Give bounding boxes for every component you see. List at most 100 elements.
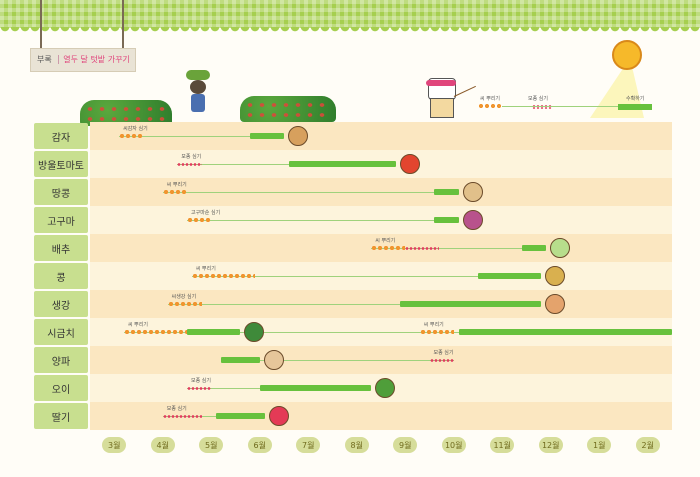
sowing-period bbox=[123, 330, 187, 334]
period-note: 씨 뿌리기 bbox=[423, 322, 444, 328]
scarecrow-teacher-illustration bbox=[426, 78, 476, 122]
crop-label: 시금치 bbox=[34, 319, 88, 345]
period-note: 모종 심기 bbox=[166, 406, 187, 412]
timeline-connector bbox=[191, 276, 542, 277]
crop-label: 딸기 bbox=[34, 403, 88, 429]
month-label: 5월 bbox=[199, 437, 224, 453]
peanut-icon bbox=[462, 182, 483, 202]
crop-row: 씨생강 심기 bbox=[90, 290, 672, 318]
gingham-top-band bbox=[0, 0, 700, 33]
legend-sow-marker bbox=[478, 104, 502, 108]
period-note: 씨 뿌리기 bbox=[375, 238, 396, 244]
harvest-period bbox=[521, 245, 546, 251]
crop-row: 씨 뿌리기 씨 뿌리기 bbox=[90, 318, 672, 346]
period-note: 모종 심기 bbox=[181, 154, 202, 160]
legend-line bbox=[502, 106, 618, 107]
sowing-period bbox=[187, 218, 212, 222]
cabbage-icon bbox=[549, 238, 570, 258]
hanging-string bbox=[40, 0, 42, 48]
planting-period bbox=[429, 359, 454, 362]
timeline-connector bbox=[167, 304, 542, 305]
harvest-period bbox=[478, 273, 542, 279]
month-label: 3월 bbox=[102, 437, 127, 453]
sun-icon bbox=[612, 40, 642, 70]
timeline-connector bbox=[220, 360, 454, 361]
title-sign: 부록 열두 달 텃밭 가꾸기 bbox=[30, 48, 136, 72]
month-label: 11월 bbox=[490, 437, 515, 453]
harvest-period bbox=[400, 301, 542, 307]
harvest-period bbox=[187, 329, 241, 335]
month-label: 8월 bbox=[344, 437, 369, 453]
crop-row: 씨감자 심기 bbox=[90, 122, 672, 150]
crop-row: 모종 심기 bbox=[90, 346, 672, 374]
harvest-period bbox=[458, 329, 672, 335]
timeline-connector bbox=[187, 220, 459, 221]
crop-label: 고구마 bbox=[34, 207, 88, 233]
legend-harvest-label: 수확하기 bbox=[626, 96, 645, 102]
period-note: 씨 뿌리기 bbox=[166, 182, 187, 188]
crop-row: 씨 뿌리기 bbox=[90, 262, 672, 290]
hanging-string bbox=[122, 0, 124, 48]
timeline-connector bbox=[162, 192, 459, 193]
crop-label: 땅콩 bbox=[34, 179, 88, 205]
sowing-period bbox=[167, 302, 202, 306]
planting-calendar-grid: 씨감자 심기 모종 심기 씨 뿌리기 고구마순 심기 씨 뿌리기 씨 뿌리기 씨생강 심기 씨… bbox=[90, 122, 672, 430]
tomato-icon bbox=[399, 154, 420, 174]
period-note: 고구마순 심기 bbox=[191, 210, 221, 216]
bean-icon bbox=[545, 266, 566, 286]
cucumber-icon bbox=[375, 378, 396, 398]
sowing-period bbox=[162, 190, 187, 194]
ginger-icon bbox=[545, 294, 566, 314]
harvest-period bbox=[250, 133, 284, 139]
month-label: 6월 bbox=[247, 437, 272, 453]
timeline-connector bbox=[123, 332, 672, 333]
crop-row: 모종 심기 bbox=[90, 374, 672, 402]
crop-row: 모종 심기 bbox=[90, 150, 672, 178]
crop-row: 고구마순 심기 bbox=[90, 206, 672, 234]
crop-label: 오이 bbox=[34, 375, 88, 401]
period-note: 씨 뿌리기 bbox=[195, 266, 216, 272]
harvest-period bbox=[288, 161, 396, 167]
month-label: 1월 bbox=[587, 437, 612, 453]
month-label: 12월 bbox=[538, 437, 563, 453]
crop-row: 씨 뿌리기 bbox=[90, 234, 672, 262]
planting-period bbox=[405, 247, 440, 250]
sowing-period bbox=[119, 134, 144, 138]
crop-label: 배추 bbox=[34, 235, 88, 261]
timeline-connector bbox=[119, 136, 284, 137]
period-note: 씨 뿌리기 bbox=[127, 322, 148, 328]
crop-label: 생강 bbox=[34, 291, 88, 317]
strawberry-icon bbox=[268, 406, 289, 426]
onion-icon bbox=[263, 350, 284, 370]
crop-label: 콩 bbox=[34, 263, 88, 289]
crop-label: 감자 bbox=[34, 123, 88, 149]
legend-sow-label: 씨 뿌리기 bbox=[480, 96, 500, 102]
sowing-period bbox=[419, 330, 454, 334]
timeline-connector bbox=[371, 248, 546, 249]
kid-carrying-basket-illustration bbox=[186, 70, 210, 114]
planting-period bbox=[177, 163, 202, 166]
sowing-period bbox=[371, 246, 406, 250]
period-note: 씨생강 심기 bbox=[171, 294, 197, 300]
crop-label: 양파 bbox=[34, 347, 88, 373]
vegetable-bush-illustration bbox=[240, 96, 336, 122]
month-label: 7월 bbox=[296, 437, 321, 453]
harvest-period bbox=[220, 357, 260, 363]
vegetable-bush-illustration bbox=[80, 100, 172, 126]
spinach-icon bbox=[244, 322, 265, 342]
legend-plant-label: 모종 심기 bbox=[528, 96, 548, 102]
month-label: 9월 bbox=[393, 437, 418, 453]
harvest-period bbox=[216, 413, 265, 419]
legend-harvest-marker bbox=[618, 104, 652, 110]
timeline-connector bbox=[162, 416, 265, 417]
harvest-period bbox=[434, 217, 459, 223]
period-note: 모종 심기 bbox=[433, 350, 454, 356]
month-label: 10월 bbox=[441, 437, 466, 453]
month-label: 4월 bbox=[150, 437, 175, 453]
period-note: 씨감자 심기 bbox=[123, 126, 148, 132]
planting-period bbox=[187, 387, 212, 390]
sowing-period bbox=[191, 274, 255, 278]
harvest-period bbox=[434, 189, 459, 195]
period-note: 모종 심기 bbox=[191, 378, 211, 384]
crop-row: 모종 심기 bbox=[90, 402, 672, 430]
